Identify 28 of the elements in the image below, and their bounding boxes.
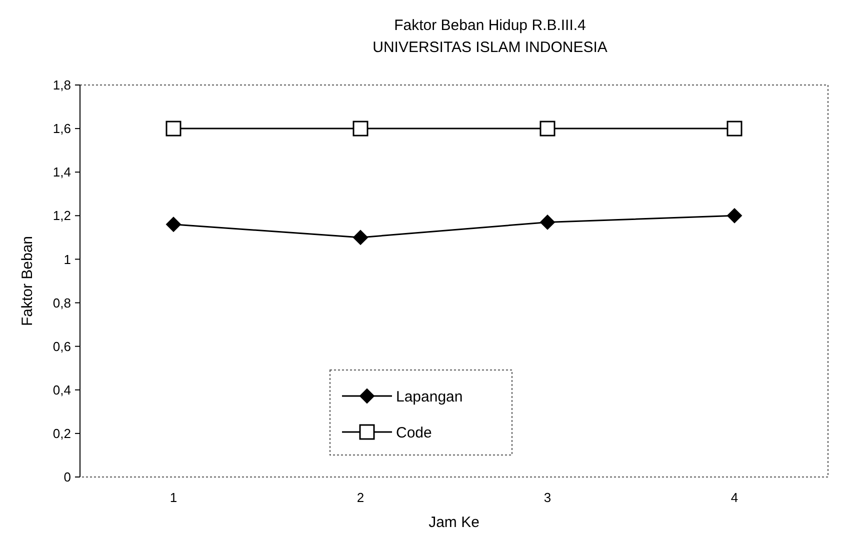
y-tick-label: 0,2 xyxy=(52,426,71,441)
y-tick-label: 0,8 xyxy=(52,295,71,310)
point xyxy=(166,120,182,136)
x-axis-title: Jam Ke xyxy=(428,514,480,531)
y-tick-label: 0 xyxy=(64,470,71,485)
y-tick-label: 0,6 xyxy=(52,338,71,354)
point xyxy=(540,214,555,230)
x-tick-label: 2 xyxy=(356,490,364,505)
chart-title: Faktor Beban Hidup R.B.III.4 xyxy=(394,17,586,34)
y-axis-title: Faktor Beban xyxy=(19,236,36,326)
x-tick-label: 3 xyxy=(544,490,552,505)
point xyxy=(727,208,742,224)
y-tick-label: 1,6 xyxy=(52,121,71,136)
point xyxy=(540,120,556,136)
y-tick-label: 1,4 xyxy=(52,164,71,180)
legend-label: Lapangan xyxy=(396,388,463,406)
x-tick-label: 4 xyxy=(730,490,738,505)
point xyxy=(726,120,742,136)
point xyxy=(352,120,368,136)
y-tick-label: 1 xyxy=(64,252,71,267)
y-tick-label: 1,2 xyxy=(52,208,71,224)
chart-subtitle: UNIVERSITAS ISLAM INDONESIA xyxy=(372,39,608,56)
point xyxy=(353,230,368,245)
point xyxy=(166,216,181,232)
y-tick-label: 0,4 xyxy=(52,382,71,398)
legend-label: Code xyxy=(396,424,432,442)
x-tick-label: 1 xyxy=(170,490,178,505)
y-tick-label: 1,8 xyxy=(52,78,71,93)
